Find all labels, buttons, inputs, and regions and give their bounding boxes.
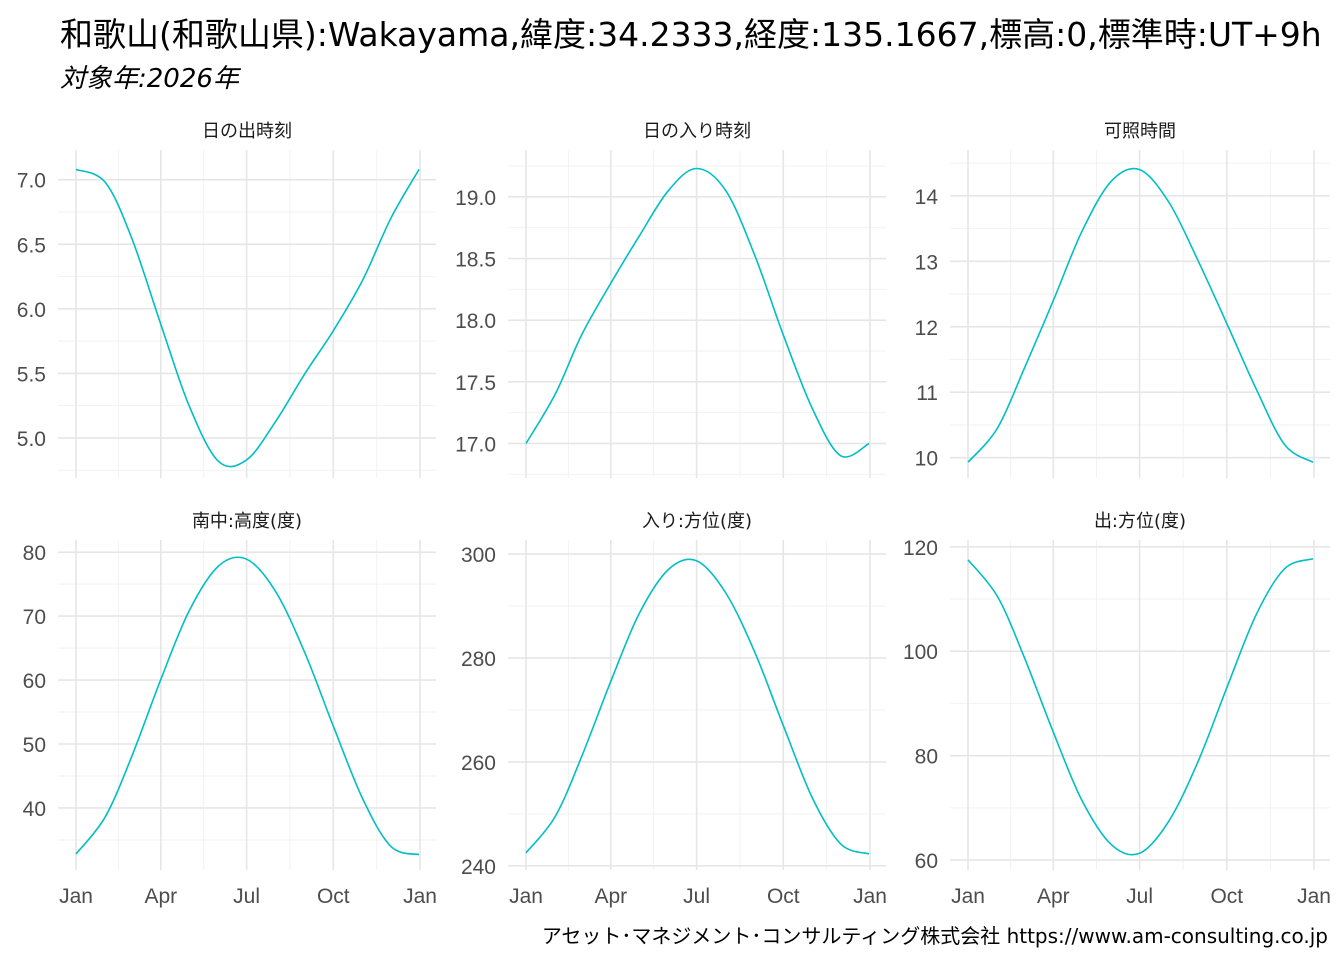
- x-tick-label: Oct: [317, 885, 350, 908]
- y-tick-label: 80: [915, 746, 938, 769]
- y-tick-label: 18.5: [455, 249, 496, 272]
- series-line: [75, 168, 420, 468]
- y-tick-label: 6.5: [17, 234, 46, 257]
- chart-title: 和歌山(和歌山県):Wakayama,緯度:34.2333,経度:135.166…: [60, 15, 1322, 54]
- y-tick-label: 19.0: [455, 187, 496, 210]
- y-tick-label: 6.0: [17, 299, 46, 322]
- y-tick-label: 80: [23, 542, 46, 565]
- y-tick-label: 260: [461, 752, 496, 775]
- facet-strip-title: 日の出時刻: [202, 121, 292, 142]
- series-line: [967, 167, 1314, 463]
- y-tick-label: 300: [461, 544, 496, 567]
- footer-credit: アセット･マネジメント･コンサルティング株式会社 https://www.am-…: [541, 924, 1328, 948]
- facet-strip-title: 南中:高度(度): [192, 511, 302, 532]
- x-tick-label: Jan: [59, 885, 93, 908]
- x-tick-label: Oct: [767, 885, 800, 908]
- y-tick-label: 5.0: [17, 428, 46, 451]
- x-tick-label: Jan: [403, 885, 437, 908]
- x-tick-label: Jan: [1297, 885, 1331, 908]
- x-tick-label: Jul: [1126, 885, 1153, 908]
- facet-strip-title: 日の入り時刻: [643, 121, 751, 142]
- facet-strip-title: 出:方位(度): [1094, 511, 1186, 532]
- y-tick-label: 50: [23, 734, 46, 757]
- y-tick-label: 11: [916, 382, 938, 405]
- series-line: [525, 167, 870, 458]
- x-tick-label: Apr: [144, 885, 177, 908]
- x-tick-label: Apr: [1037, 885, 1070, 908]
- facet-strip-title: 入り:方位(度): [642, 511, 752, 532]
- y-tick-label: 100: [903, 641, 938, 664]
- y-tick-label: 14: [915, 186, 939, 209]
- y-tick-label: 280: [461, 648, 496, 671]
- y-tick-label: 17.5: [455, 372, 496, 395]
- facet-strip-title: 可照時間: [1104, 121, 1176, 142]
- y-tick-label: 70: [23, 606, 46, 629]
- y-tick-label: 17.0: [455, 433, 496, 456]
- x-tick-label: Apr: [594, 885, 627, 908]
- series-line: [967, 558, 1314, 856]
- y-tick-label: 240: [461, 856, 496, 879]
- x-tick-label: Oct: [1210, 885, 1243, 908]
- chart-subtitle: 対象年:2026年: [60, 64, 239, 94]
- series-line: [525, 558, 870, 855]
- x-tick-label: Jan: [509, 885, 543, 908]
- y-tick-label: 7.0: [17, 170, 46, 193]
- y-tick-label: 12: [915, 317, 938, 340]
- y-tick-label: 18.0: [455, 310, 496, 333]
- series-line: [75, 556, 420, 856]
- y-tick-label: 60: [915, 850, 938, 873]
- x-tick-label: Jan: [853, 885, 887, 908]
- x-tick-label: Jan: [951, 885, 985, 908]
- y-tick-label: 10: [915, 448, 938, 471]
- x-tick-label: Jul: [683, 885, 710, 908]
- y-tick-label: 120: [903, 537, 938, 560]
- y-tick-label: 13: [915, 251, 938, 274]
- x-tick-label: Jul: [233, 885, 260, 908]
- y-tick-label: 5.5: [17, 363, 46, 386]
- y-tick-label: 40: [23, 798, 46, 821]
- y-tick-label: 60: [23, 670, 46, 693]
